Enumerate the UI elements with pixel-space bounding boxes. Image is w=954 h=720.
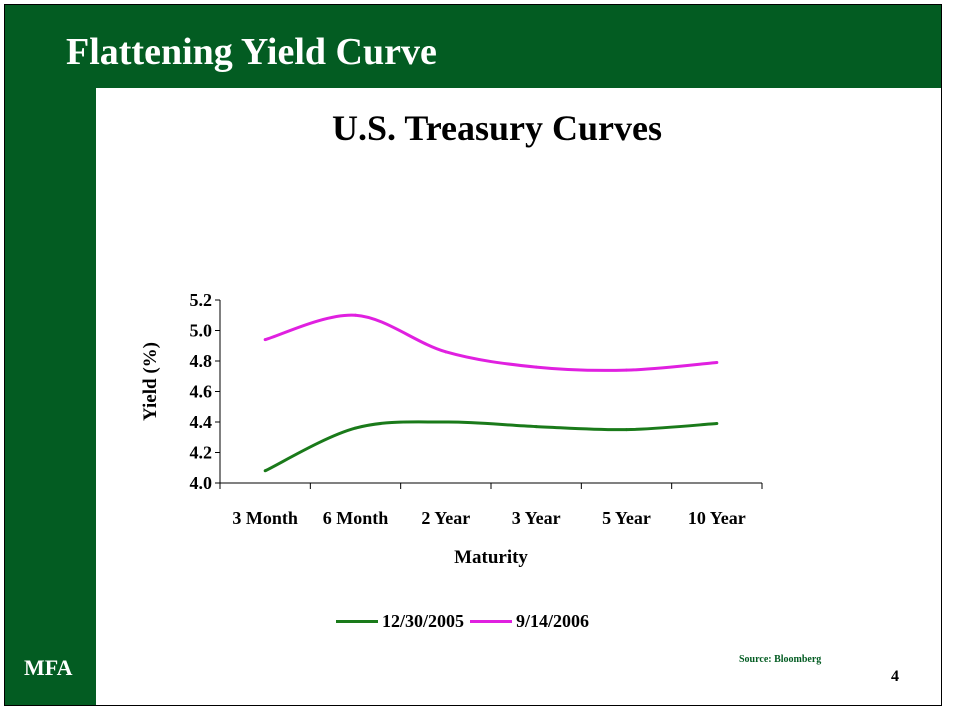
legend-swatch-series-2 xyxy=(470,619,513,623)
x-tick-label: 6 Month xyxy=(323,508,389,528)
source-note: Source: Bloomberg xyxy=(739,654,822,665)
y-tick-label: 4.2 xyxy=(190,443,213,463)
brand-logo: MFA xyxy=(24,655,73,680)
data-point-series-2 xyxy=(625,368,628,372)
series-line-1 xyxy=(264,420,717,473)
y-tick-label: 4.0 xyxy=(190,473,213,493)
data-point-series-1 xyxy=(715,422,719,426)
x-tick-label: 5 Year xyxy=(602,508,651,528)
y-tick-label: 5.0 xyxy=(190,321,213,341)
legend-item-series-2: 9/14/2006 xyxy=(470,612,589,630)
title-band xyxy=(5,5,941,88)
x-tick-label: 2 Year xyxy=(421,508,470,528)
legend-swatch-series-1 xyxy=(336,619,378,623)
y-axis-label: Yield (%) xyxy=(140,342,161,421)
x-tick-label: 3 Year xyxy=(512,508,561,528)
side-band xyxy=(5,88,96,705)
series-line-2 xyxy=(264,313,717,372)
data-point-series-2 xyxy=(534,365,538,369)
data-point-series-2 xyxy=(354,313,357,317)
x-axis-label: Maturity xyxy=(454,547,528,568)
y-tick-label: 5.2 xyxy=(190,290,213,310)
y-tick-label: 4.6 xyxy=(190,382,213,402)
data-point-series-1 xyxy=(354,426,357,430)
y-tick-label: 4.8 xyxy=(190,351,213,371)
chart-legend: 12/30/2005 9/14/2006 xyxy=(336,612,595,630)
y-tick-label: 4.4 xyxy=(190,412,213,432)
page-number: 4 xyxy=(891,668,899,685)
legend-item-series-1: 12/30/2005 xyxy=(336,612,464,630)
chart-title: U.S. Treasury Curves xyxy=(331,108,662,148)
data-point-series-1 xyxy=(444,420,448,424)
x-tick-label: 3 Month xyxy=(232,508,298,528)
data-point-series-1 xyxy=(534,425,538,429)
data-point-series-2 xyxy=(444,350,448,354)
data-point-series-2 xyxy=(263,338,267,342)
x-tick-label: 10 Year xyxy=(688,508,746,528)
slide-title: Flattening Yield Curve xyxy=(66,31,437,73)
legend-label-series-1: 12/30/2005 xyxy=(382,611,465,631)
data-point-series-1 xyxy=(625,428,628,432)
slide-frame xyxy=(4,4,942,706)
data-point-series-2 xyxy=(715,361,719,365)
data-point-series-1 xyxy=(263,469,267,473)
legend-label-series-2: 9/14/2006 xyxy=(516,611,590,631)
